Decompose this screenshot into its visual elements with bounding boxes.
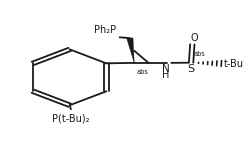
Text: abs: abs [194, 51, 206, 57]
Polygon shape [127, 38, 134, 63]
Text: N: N [162, 64, 170, 74]
Text: t-Bu: t-Bu [223, 58, 243, 68]
Text: S: S [187, 64, 195, 74]
Text: O: O [190, 33, 198, 43]
Text: abs: abs [136, 69, 148, 75]
Text: Ph₂P: Ph₂P [94, 25, 116, 35]
Text: H: H [162, 70, 169, 80]
Text: P(t-Bu)₂: P(t-Bu)₂ [52, 114, 90, 123]
